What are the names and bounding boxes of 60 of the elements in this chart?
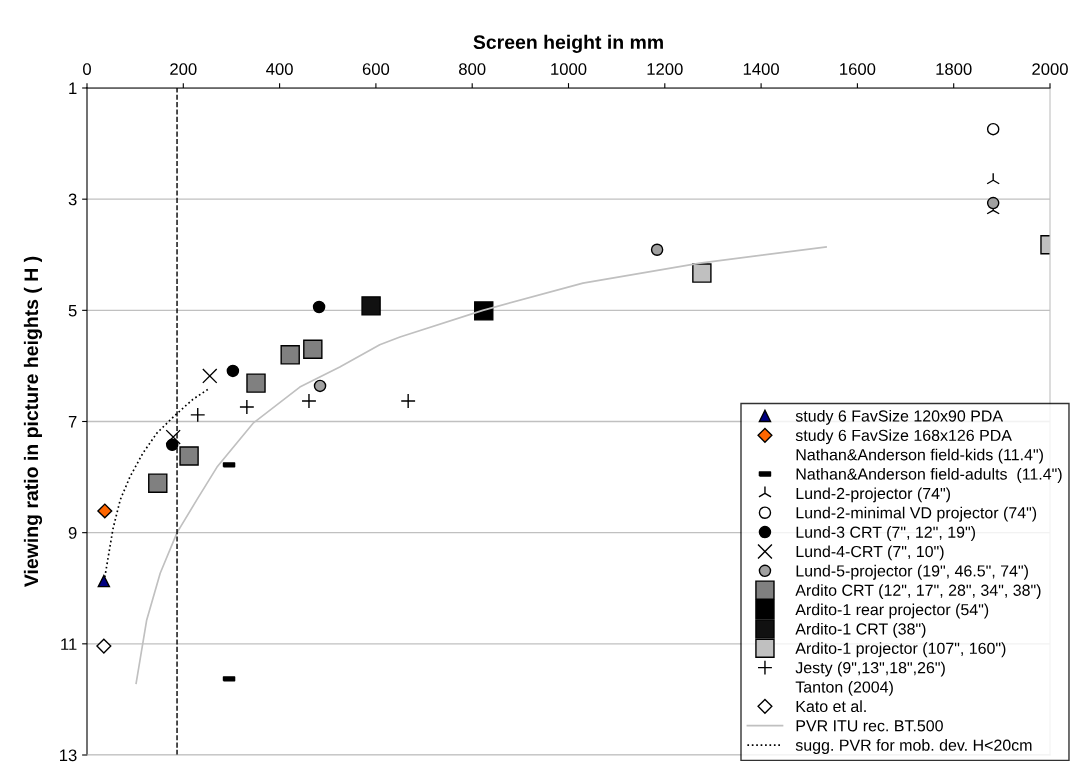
x-tick-label: 600 — [362, 63, 390, 75]
legend-label: sugg. PVR for mob. dev. H<20cm — [795, 739, 1032, 754]
x-tick-label: 1600 — [840, 63, 876, 75]
point — [301, 393, 317, 409]
x-tick-label: 1800 — [936, 63, 972, 75]
y-tick-label: 9 — [68, 527, 77, 539]
legend-label: study 6 FavSize 168x126 PDA — [795, 429, 1012, 445]
y-tick-label: 1 — [69, 82, 77, 95]
legend-label: Ardito-1 CRT (38") — [795, 622, 926, 638]
y-tick-label: 3 — [68, 193, 77, 206]
y-tick-label: 13 — [60, 749, 77, 762]
legend-label: Ardito CRT (12", 17", 28", 34", 38") — [795, 584, 1041, 600]
x-tick-label: 400 — [266, 63, 293, 75]
x-tick-label: 1400 — [743, 63, 779, 75]
point — [190, 407, 206, 423]
x-axis-title: Screen height in mm — [473, 34, 663, 53]
legend-label: PVR ITU rec. BT.500 — [796, 720, 943, 732]
point — [226, 364, 240, 378]
point — [986, 122, 1000, 136]
x-tick-label: 200 — [170, 63, 197, 75]
point — [179, 446, 199, 466]
x-tick-label: 2000 — [1032, 63, 1068, 75]
legend-label: Lund-2-projector (74") — [796, 487, 951, 503]
point — [361, 296, 381, 316]
legend-label: Kato et al. — [796, 700, 866, 713]
point — [239, 399, 255, 415]
legend-label: Lund-3 CRT (7", 12", 19") — [796, 526, 975, 541]
legend-label: Nathan&Anderson field-adults (11.4") — [796, 468, 1062, 483]
point — [165, 429, 181, 445]
y-tick-label: 7 — [68, 416, 77, 428]
point — [246, 373, 266, 393]
legend-label: study 6 FavSize 120x90 PDA — [795, 409, 1004, 425]
legend-label: Ardito-1 projector (107", 160") — [795, 642, 1006, 658]
point — [303, 339, 323, 359]
legend-label: Tanton (2004) — [795, 680, 893, 696]
point — [400, 393, 416, 409]
point — [986, 172, 1000, 185]
point — [650, 243, 664, 256]
legend-label: Lund-4-CRT (7", 10") — [796, 545, 944, 561]
point — [148, 473, 168, 493]
point — [97, 503, 113, 519]
legend-label: Jesty (9",13",18",26") — [795, 661, 945, 677]
y-axis-title: Viewing ratio in picture heights ( H ) — [23, 256, 43, 588]
point — [986, 196, 1000, 210]
legend-label: Ardito-1 rear projector (54") — [795, 603, 989, 619]
x-tick-label: 1000 — [551, 63, 587, 75]
x-tick-label: 800 — [459, 63, 486, 75]
x-tick-label: 0 — [83, 63, 91, 75]
y-tick-label: 5 — [68, 304, 77, 317]
legend-label: Nathan&Anderson field-kids (11.4") — [796, 448, 1043, 464]
point — [97, 574, 111, 588]
point — [280, 345, 300, 365]
legend-label: Lund-2-minimal VD projector (74") — [796, 506, 1037, 522]
x-tick-label: 1200 — [647, 63, 683, 75]
point — [202, 368, 218, 384]
point — [96, 638, 112, 654]
legend-label: Lund-5-projector (19", 46.5", 74") — [796, 564, 1028, 580]
point — [312, 300, 326, 314]
y-tick-label: 11 — [61, 638, 77, 650]
point — [313, 379, 327, 393]
